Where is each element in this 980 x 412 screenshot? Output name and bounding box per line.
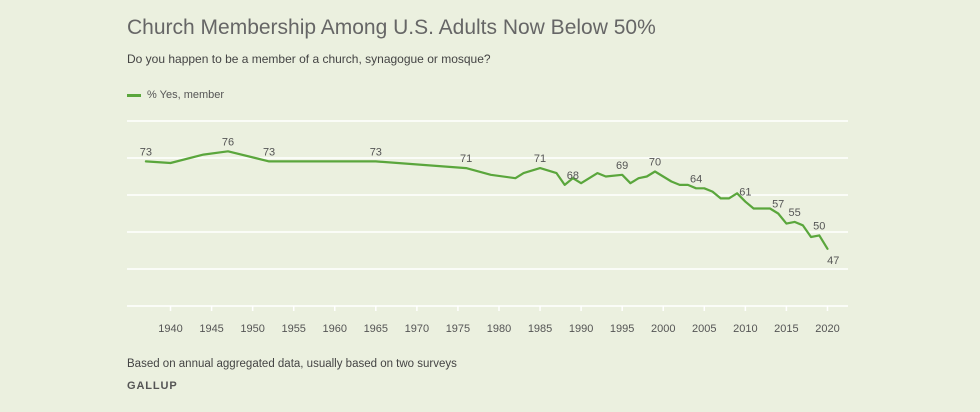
data-label: 73 <box>263 146 275 158</box>
data-label: 73 <box>370 146 382 158</box>
x-tick-label: 2000 <box>651 323 675 335</box>
data-label: 70 <box>649 156 661 168</box>
x-tick-label: 2010 <box>733 323 757 335</box>
data-label: 57 <box>772 199 784 211</box>
data-label: 68 <box>567 170 579 182</box>
data-label: 50 <box>813 220 825 232</box>
x-tick-label: 1990 <box>569 323 593 335</box>
x-tick-label: 2020 <box>815 323 839 335</box>
data-label: 69 <box>616 160 628 172</box>
x-tick-label: 1995 <box>610 323 634 335</box>
source-credit: GALLUP <box>127 380 178 392</box>
x-tick-label: 1985 <box>528 323 552 335</box>
x-tick-label: 1975 <box>446 323 470 335</box>
legend-label: % Yes, member <box>147 89 225 101</box>
data-label: 55 <box>788 207 800 219</box>
x-tick-label: 2015 <box>774 323 798 335</box>
data-label: 71 <box>460 153 472 165</box>
series-lines <box>144 150 829 250</box>
x-tick-label: 1960 <box>323 323 347 335</box>
footnote: Based on annual aggregated data, usually… <box>127 358 457 370</box>
x-tick-label: 1965 <box>364 323 388 335</box>
series-line <box>144 150 829 250</box>
x-tick-label: 1950 <box>240 323 264 335</box>
data-label: 76 <box>222 136 234 148</box>
data-labels: 73 76 73 73 71 71 68 69 70 64 61 57 55 50 47 <box>140 136 840 267</box>
gridlines <box>127 120 848 307</box>
data-label: 61 <box>739 187 751 199</box>
x-tick-label: 1955 <box>281 323 305 335</box>
chart-subtitle: Do you happen to be a member of a church… <box>127 52 491 66</box>
x-tick-label: 1945 <box>199 323 223 335</box>
data-label: 71 <box>534 153 546 165</box>
x-axis: 1940 1945 1950 1955 1960 1965 1970 1975 1980 1985… <box>158 306 840 335</box>
data-label: 64 <box>690 173 702 185</box>
x-tick-label: 1970 <box>405 323 429 335</box>
data-label: 73 <box>140 146 152 158</box>
chart-title: Church Membership Among U.S. Adults Now … <box>127 16 656 39</box>
data-label: 47 <box>827 255 839 267</box>
legend: % Yes, member <box>127 89 224 101</box>
legend-swatch <box>127 93 141 97</box>
x-tick-label: 2005 <box>692 323 716 335</box>
x-tick-label: 1940 <box>158 323 182 335</box>
x-tick-label: 1980 <box>487 323 511 335</box>
